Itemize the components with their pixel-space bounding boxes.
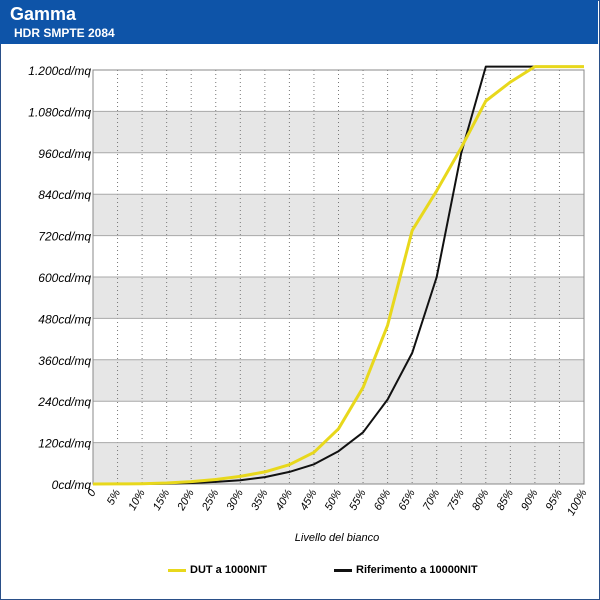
- y-tick-label: 840cd/mq: [38, 188, 91, 202]
- x-tick-labels: 0 5% 10% 15% 20% 25% 30% 35% 40% 45% 50% 55% 60% 65% 7…: [85, 487, 590, 518]
- legend-item-dut: DUT a 1000NIT: [168, 564, 267, 576]
- y-tick-label: 1.200cd/mq: [28, 64, 91, 78]
- series-line-dut: [92, 65, 584, 486]
- x-axis-label: Livello del bianco: [295, 532, 379, 544]
- x-tick-label: 85%: [495, 487, 517, 512]
- legend: DUT a 1000NIT Riferimento a 10000NIT: [0, 564, 600, 580]
- x-tick-label: 10%: [126, 487, 148, 512]
- x-tick-label: 100%: [565, 487, 590, 518]
- y-tick-label: 720cd/mq: [38, 230, 91, 244]
- y-tick-label: 1.080cd/mq: [28, 105, 91, 119]
- x-tick-label: 35%: [249, 487, 271, 512]
- x-tick-label: 30%: [224, 487, 246, 512]
- y-tick-labels: 0cd/mq 120cd/mq 240cd/mq 360cd/mq 480cd/mq 60…: [28, 64, 91, 492]
- y-tick-label: 480cd/mq: [38, 312, 91, 326]
- x-tick-label: 90%: [519, 487, 541, 512]
- plot-bands: [93, 111, 584, 484]
- plot-band: [93, 277, 584, 319]
- x-tick-label: 55%: [347, 487, 369, 512]
- x-tick-label: 80%: [470, 487, 492, 512]
- y-tick-label: 960cd/mq: [38, 147, 91, 161]
- legend-item-reference: Riferimento a 10000NIT: [334, 564, 478, 576]
- chart-header: Gamma HDR SMPTE 2084: [0, 0, 598, 44]
- chart-subtitle: HDR SMPTE 2084: [14, 26, 115, 40]
- y-tick-label: 240cd/mq: [37, 395, 91, 409]
- legend-swatch-dut: [168, 568, 186, 572]
- x-tick-label: 25%: [199, 487, 221, 513]
- y-tick-label: 600cd/mq: [38, 271, 91, 285]
- x-tick-label: 95%: [544, 487, 566, 512]
- legend-label-dut: DUT a 1000NIT: [190, 564, 268, 576]
- x-tick-label: 20%: [175, 487, 197, 513]
- y-tick-label: 120cd/mq: [38, 437, 91, 451]
- y-tick-label: 360cd/mq: [38, 354, 91, 368]
- x-tick-label: 70%: [421, 487, 443, 512]
- legend-swatch-reference: [334, 568, 352, 572]
- legend-label-reference: Riferimento a 10000NIT: [356, 564, 478, 576]
- x-tick-label: 0: [85, 487, 99, 499]
- series-lines: [92, 65, 584, 486]
- x-tick-label: 65%: [396, 487, 418, 512]
- x-tick-label: 40%: [274, 487, 296, 512]
- x-tick-label: 5%: [105, 487, 123, 507]
- plot-band: [93, 442, 584, 484]
- chart-title: Gamma: [10, 4, 77, 24]
- x-tick-label: 60%: [372, 487, 394, 512]
- plot-border: [92, 69, 585, 485]
- x-tick-label: 75%: [445, 487, 467, 512]
- y-tick-label: 0cd/mq: [52, 478, 92, 492]
- x-tick-label: 15%: [151, 487, 173, 512]
- x-tick-label: 45%: [298, 487, 320, 512]
- x-tick-label: 50%: [323, 487, 345, 512]
